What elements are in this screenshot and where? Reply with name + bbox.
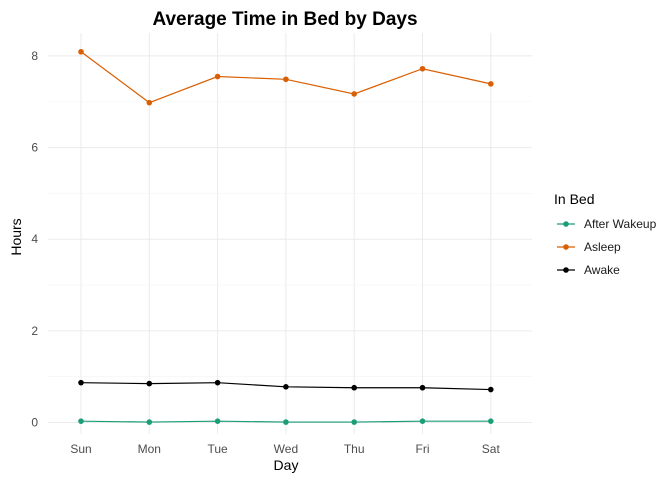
- y-tick-label: 6: [31, 141, 38, 155]
- y-tick-label: 0: [31, 416, 38, 430]
- data-point-asleep: [283, 76, 289, 83]
- legend-label-after-wakeup: After Wakeup: [584, 217, 657, 231]
- x-tick-label: Sun: [70, 442, 91, 456]
- axis-tick-labels: 0 2 4 6 8 Sun Mon Tue Wed Thu Fri Sat: [31, 49, 500, 456]
- y-tick-label: 2: [31, 324, 38, 338]
- y-tick-label: 4: [31, 232, 38, 246]
- data-point-after-wakeup: [419, 418, 426, 424]
- data-point-asleep: [488, 81, 494, 87]
- data-point-asleep: [146, 99, 153, 106]
- data-point-asleep: [214, 73, 221, 80]
- data-point-after-wakeup: [214, 418, 221, 424]
- data-point-asleep: [351, 91, 358, 97]
- series-layer: [78, 48, 494, 425]
- grid-lines: [48, 33, 532, 434]
- data-point-awake: [488, 386, 494, 393]
- data-point-asleep: [78, 48, 84, 55]
- legend-title: In Bed: [554, 191, 594, 207]
- data-point-after-wakeup: [488, 418, 494, 424]
- y-tick-label: 8: [31, 49, 38, 63]
- data-point-asleep: [419, 65, 426, 72]
- x-axis-title: Day: [274, 457, 299, 473]
- x-tick-label: Thu: [344, 442, 365, 456]
- legend-label-asleep: Asleep: [584, 240, 621, 254]
- legend-key-point-after-wakeup: [563, 221, 569, 227]
- legend-key-point-awake: [563, 267, 569, 273]
- legend: In Bed After Wakeup Asleep Awake: [554, 191, 657, 277]
- data-point-awake: [78, 379, 84, 386]
- data-point-after-wakeup: [283, 419, 289, 425]
- x-tick-label: Sat: [482, 442, 501, 456]
- data-point-awake: [146, 380, 153, 387]
- data-point-after-wakeup: [78, 418, 84, 424]
- data-point-awake: [419, 384, 426, 391]
- data-point-after-wakeup: [146, 419, 153, 425]
- x-tick-label: Mon: [138, 442, 161, 456]
- data-point-awake: [214, 379, 221, 386]
- y-axis-title: Hours: [8, 218, 24, 255]
- data-point-after-wakeup: [351, 419, 358, 425]
- data-point-awake: [283, 383, 289, 390]
- data-point-awake: [351, 384, 358, 391]
- x-tick-label: Tue: [207, 442, 228, 456]
- chart-title: Average Time in Bed by Days: [152, 9, 417, 30]
- x-tick-label: Fri: [416, 442, 430, 456]
- legend-label-awake: Awake: [584, 263, 620, 277]
- x-tick-label: Wed: [274, 442, 298, 456]
- legend-key-point-asleep: [563, 244, 569, 250]
